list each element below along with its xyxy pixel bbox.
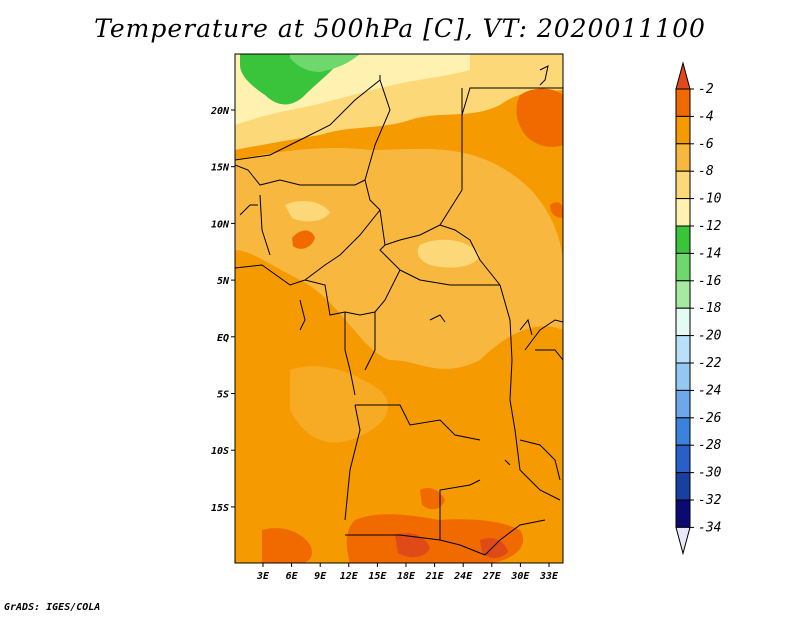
map-frame [234, 53, 564, 564]
region-minus10-w [285, 200, 330, 222]
colorbar-label: -12 [698, 219, 722, 234]
region-minus8-mid [290, 366, 389, 443]
colorbar-label: -32 [698, 493, 722, 508]
y-tick-label: 15N [211, 163, 230, 174]
y-tick-label: 20N [210, 106, 230, 117]
region-minus4-ne [516, 88, 563, 147]
colorbar-label: -30 [698, 466, 722, 481]
colorbar-swatch [675, 252, 691, 282]
colorbar-label: -20 [698, 329, 722, 344]
colorbar-label: -14 [698, 246, 721, 261]
region-minus10-c [417, 239, 480, 268]
y-tick-label: 5N [217, 276, 230, 287]
colorbar-label: -6 [698, 137, 714, 152]
y-tick-label: 10S [211, 446, 229, 457]
x-tick-label: 21E [425, 571, 445, 582]
region-minus16 [290, 54, 360, 72]
y-tick-label: 5S [217, 390, 229, 401]
colorbar-label: -18 [698, 301, 722, 316]
colorbar-swatch [675, 362, 691, 391]
colorbar-swatch [675, 225, 691, 254]
x-tick-label: 30E [510, 571, 530, 582]
colorbar-label: -22 [698, 356, 722, 371]
grads-credit: GrADS: IGES/COLA [4, 602, 101, 613]
x-tick-label: 3E [256, 571, 270, 582]
region-minus4-e [550, 202, 563, 218]
region-minus2-s [395, 533, 430, 558]
region-minus4-s2 [262, 528, 312, 563]
colorbar-label: -2 [698, 82, 714, 97]
colorbar-label: -24 [698, 383, 721, 398]
colorbar-swatch [675, 307, 691, 337]
x-tick-label: 18E [397, 571, 416, 582]
x-tick-label: 15E [368, 571, 387, 582]
region-minus4-s1 [346, 514, 524, 563]
colorbar-bottom-arrow [675, 526, 691, 556]
colorbar-label: -34 [698, 520, 721, 535]
region-minus4-s3 [420, 488, 445, 510]
y-axis: 20N 15N 10N 5N EQ 5S 10S 15S [210, 106, 235, 514]
x-tick-label: 33E [539, 571, 559, 582]
temperature-field [235, 54, 563, 563]
x-axis: 3E 6E 9E 12E 15E 18E 21E 24E 27E 30E 33E [256, 563, 559, 582]
colorbar-swatch [675, 499, 691, 528]
colorbar-label: -16 [698, 274, 722, 289]
colorbar-top-arrow [675, 61, 691, 90]
colorbar-swatch [675, 417, 691, 446]
colorbar-swatch [675, 170, 691, 200]
colorbar-swatch [675, 472, 691, 501]
x-tick-label: 12E [340, 571, 359, 582]
country-borders [235, 65, 563, 556]
colorbar-swatch [675, 115, 691, 145]
colorbar-label: -8 [698, 164, 714, 179]
colorbar-swatch [675, 88, 691, 117]
colorbar: -2 -4 -6 -8 -10 -12 -14 -16 -18 -20 -22 -24 -26 -28 -3… [675, 61, 722, 556]
colorbar-swatch [675, 198, 691, 227]
colorbar-swatch [675, 335, 691, 364]
colorbar-swatch [675, 389, 691, 419]
colorbar-swatch [675, 280, 691, 309]
colorbar-label: -10 [698, 192, 722, 207]
y-tick-label: 10N [211, 219, 230, 230]
chart-title: Temperature at 500hPa [C], VT: 202001110… [94, 14, 706, 43]
x-tick-label: 6E [286, 571, 299, 582]
colorbar-label: -26 [698, 411, 722, 426]
x-tick-label: 27E [482, 571, 502, 582]
colorbar-label: -4 [698, 109, 714, 124]
y-tick-label: 15S [211, 503, 229, 514]
colorbar-label: -28 [698, 438, 722, 453]
colorbar-swatch [675, 143, 691, 172]
colorbar-swatch [675, 444, 691, 474]
x-tick-label: 9E [314, 571, 327, 582]
x-tick-label: 24E [453, 571, 473, 582]
region-minus4-w [292, 230, 315, 249]
y-tick-label: EQ [217, 333, 229, 344]
